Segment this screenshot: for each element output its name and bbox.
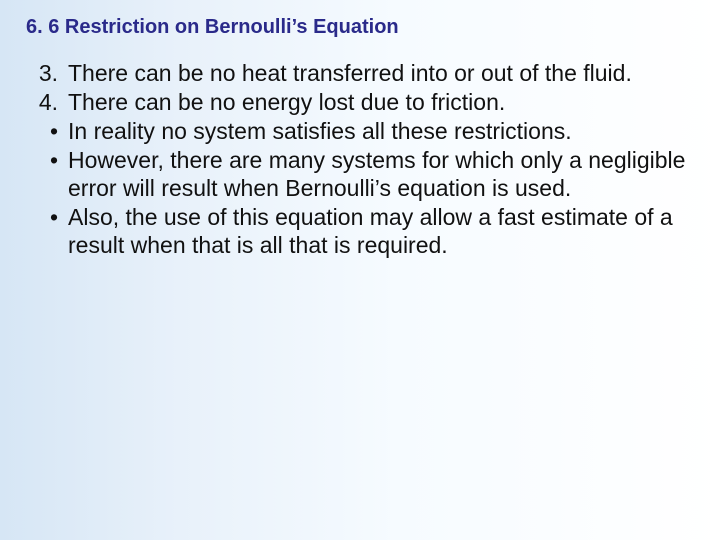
list-item: 4. There can be no energy lost due to fr… — [22, 88, 698, 116]
slide-title: 6. 6 Restriction on Bernoulli’s Equation — [22, 16, 698, 39]
list-text: However, there are many systems for whic… — [68, 146, 698, 202]
list-marker: 3. — [22, 59, 68, 87]
list-marker: 4. — [22, 88, 68, 116]
list-marker: • — [22, 203, 68, 259]
list-item: 3. There can be no heat transferred into… — [22, 59, 698, 87]
list-item: • Also, the use of this equation may all… — [22, 203, 698, 259]
list-marker: • — [22, 146, 68, 202]
list-marker: • — [22, 117, 68, 145]
slide: 6. 6 Restriction on Bernoulli’s Equation… — [0, 0, 720, 540]
list-text: In reality no system satisfies all these… — [68, 117, 698, 145]
slide-content: 3. There can be no heat transferred into… — [22, 59, 698, 259]
list-text: There can be no heat transferred into or… — [68, 59, 698, 87]
list-text: Also, the use of this equation may allow… — [68, 203, 698, 259]
list-item: • In reality no system satisfies all the… — [22, 117, 698, 145]
list-item: • However, there are many systems for wh… — [22, 146, 698, 202]
list-text: There can be no energy lost due to frict… — [68, 88, 698, 116]
